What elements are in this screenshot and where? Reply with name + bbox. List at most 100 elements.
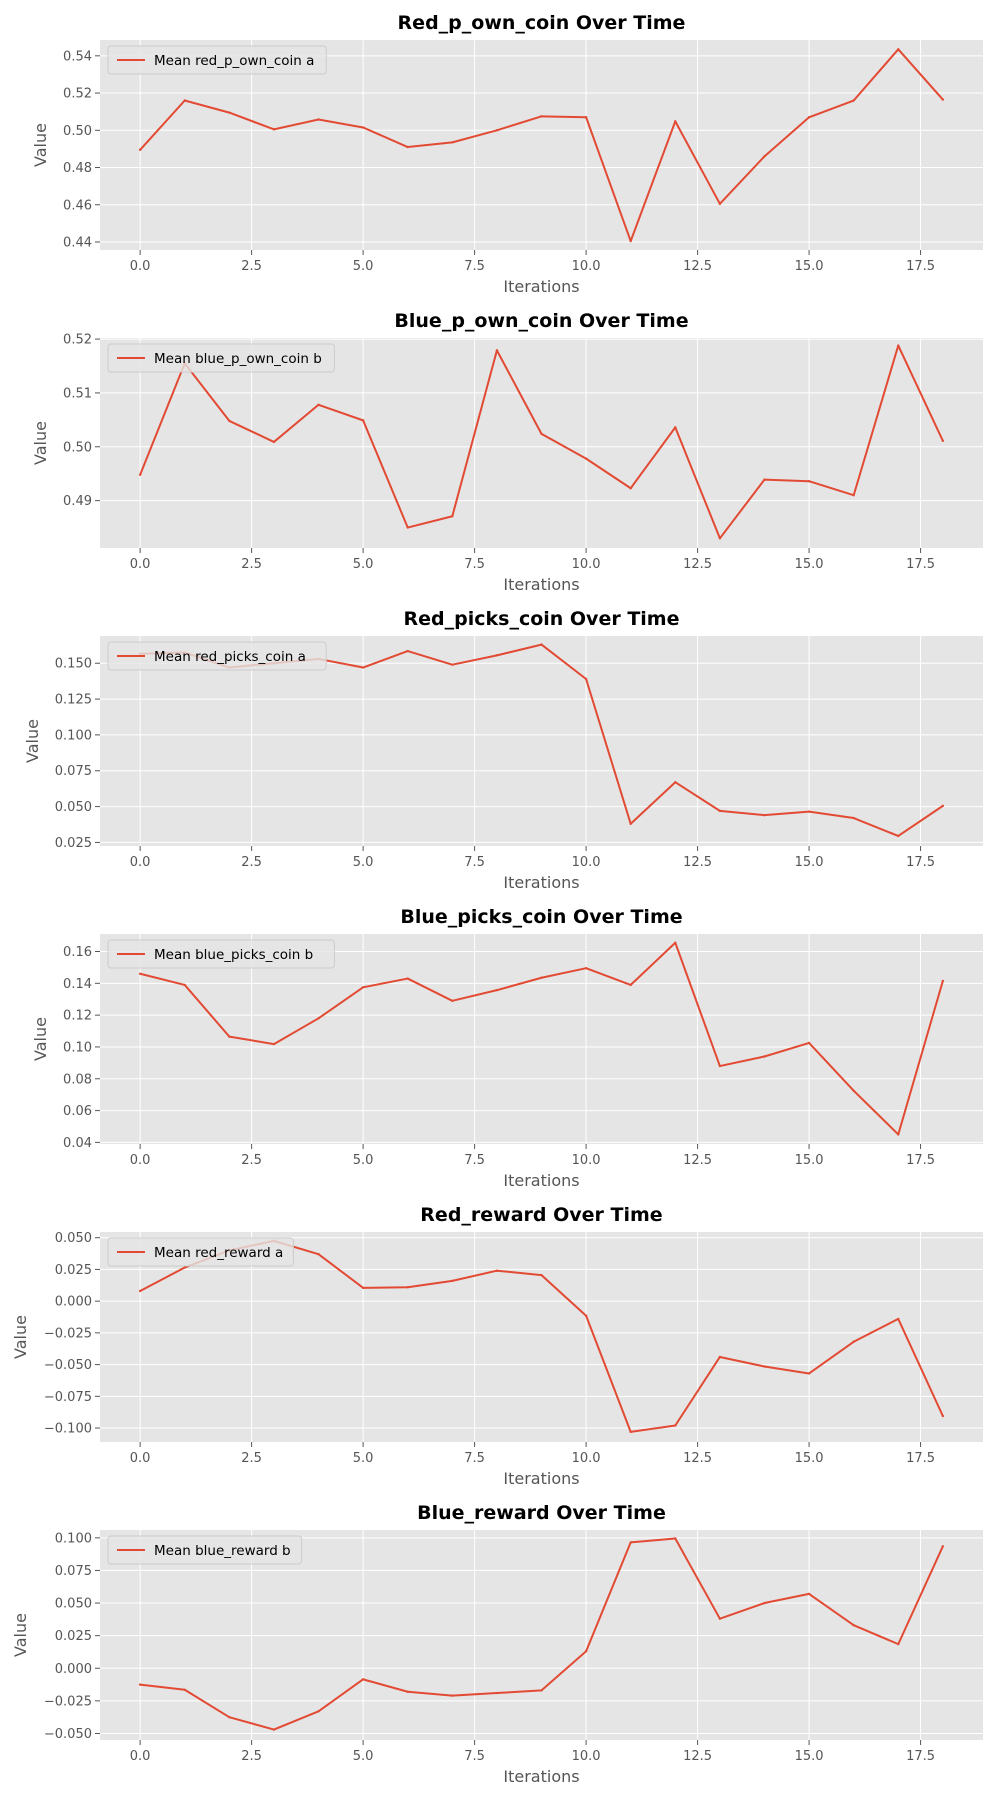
legend-box (107, 343, 335, 373)
data-point (674, 941, 677, 944)
y-axis-label: Value (23, 719, 42, 763)
x-tick-label: 0.0 (130, 557, 151, 572)
y-tick-label: 0.50 (63, 440, 92, 455)
y-tick-label: 0.100 (55, 728, 92, 743)
data-point (540, 1273, 543, 1277)
chart-2: Red_picks_coin Over Time 0.0 2.5 5.0 7.5 10.0… (23, 608, 983, 892)
data-point (138, 473, 142, 476)
data-point (406, 649, 409, 653)
data-point (183, 1688, 186, 1691)
y-tick-label: 0.125 (55, 693, 92, 708)
chart-title: Red_reward Over Time (420, 1204, 662, 1226)
data-point (406, 1690, 409, 1693)
x-tick-label: 12.5 (683, 1749, 712, 1764)
data-point (807, 116, 811, 119)
data-point (540, 115, 543, 118)
y-tick-label: 0.075 (55, 764, 92, 779)
data-point (897, 48, 900, 51)
data-point (495, 1269, 499, 1272)
data-point (897, 1642, 900, 1646)
y-tick-label: 0.06 (63, 1104, 92, 1119)
legend-box (107, 1237, 294, 1267)
y-tick-label: 0.150 (55, 657, 92, 672)
x-tick-label: 10.0 (572, 1451, 601, 1466)
data-point (718, 1355, 722, 1359)
data-point (138, 1683, 142, 1686)
plot-area (100, 1530, 983, 1740)
data-point (852, 494, 855, 497)
data-point (852, 1089, 855, 1092)
x-tick-label: 0.0 (130, 1451, 151, 1466)
data-point (584, 677, 588, 681)
x-tick-label: 17.5 (906, 1451, 935, 1466)
x-axis-label: Iterations (503, 1767, 579, 1786)
plot-area (100, 1232, 983, 1442)
x-axis-label: Iterations (503, 575, 579, 594)
x-tick-label: 12.5 (683, 557, 712, 572)
x-tick-label: 2.5 (241, 1749, 262, 1764)
data-point (228, 1035, 231, 1038)
data-point (317, 118, 320, 121)
data-point (584, 1650, 588, 1653)
chart-4: Red_reward Over Time 0.0 2.5 5.0 7.5 10.0 12.5… (11, 1204, 983, 1488)
x-tick-label: 7.5 (464, 855, 485, 870)
data-point (674, 781, 677, 784)
x-tick-label: 15.0 (795, 1451, 824, 1466)
y-tick-label: 0.16 (63, 945, 92, 960)
data-point (183, 1266, 186, 1269)
x-tick-label: 2.5 (241, 1451, 262, 1466)
data-point (317, 1253, 320, 1256)
data-point (807, 810, 811, 813)
data-point (361, 1286, 365, 1290)
data-point (138, 972, 142, 975)
x-axis-label: Iterations (503, 1469, 579, 1488)
y-tick-label: 0.100 (55, 1531, 92, 1546)
data-point (540, 976, 543, 979)
legend-label: Mean blue_picks_coin b (154, 947, 313, 963)
data-point (718, 1617, 722, 1620)
y-tick-label: 0.10 (63, 1040, 92, 1055)
data-point (763, 155, 766, 158)
x-tick-label: 12.5 (683, 1153, 712, 1168)
data-point (272, 1728, 276, 1731)
data-point (807, 480, 811, 483)
x-tick-label: 10.0 (572, 259, 601, 274)
legend-label: Mean red_reward a (154, 1245, 283, 1261)
x-tick-label: 5.0 (353, 1451, 374, 1466)
data-point (361, 1678, 365, 1681)
y-tick-label: −0.075 (44, 1390, 92, 1405)
x-tick-label: 5.0 (353, 855, 374, 870)
data-point (361, 986, 365, 989)
data-point (718, 202, 722, 206)
x-tick-label: 15.0 (795, 259, 824, 274)
chart-title: Blue_p_own_coin Over Time (394, 310, 688, 332)
x-tick-label: 17.5 (906, 855, 935, 870)
y-tick-label: 0.52 (63, 87, 92, 102)
x-tick-label: 10.0 (572, 855, 601, 870)
chart-title: Red_p_own_coin Over Time (398, 12, 686, 34)
y-tick-label: 0.51 (63, 386, 92, 401)
legend-label: Mean red_p_own_coin a (154, 53, 314, 69)
chart-title: Red_picks_coin Over Time (404, 608, 680, 630)
x-tick-label: 10.0 (572, 1153, 601, 1168)
x-tick-label: 2.5 (241, 855, 262, 870)
plot-area (100, 338, 983, 548)
data-point (718, 809, 722, 813)
data-point (495, 129, 499, 132)
y-tick-label: −0.100 (44, 1422, 92, 1437)
data-point (584, 967, 588, 970)
x-tick-label: 2.5 (241, 1153, 262, 1168)
data-point (361, 126, 365, 129)
y-axis-label: Value (31, 421, 50, 465)
data-point (495, 1691, 499, 1695)
data-point (674, 120, 677, 123)
legend-box (107, 939, 335, 969)
chart-0: Red_p_own_coin Over Time 0.0 2.5 5.0 7.5 10.0… (31, 12, 983, 296)
x-tick-label: 7.5 (464, 1749, 485, 1764)
x-tick-label: 7.5 (464, 1451, 485, 1466)
data-point (852, 99, 855, 102)
x-tick-label: 7.5 (464, 557, 485, 572)
data-point (807, 1372, 811, 1375)
chart-5: Blue_reward Over Time 0.0 2.5 5.0 7.5 10.0 12.… (11, 1502, 983, 1786)
legend-label: Mean blue_p_own_coin b (154, 351, 322, 367)
